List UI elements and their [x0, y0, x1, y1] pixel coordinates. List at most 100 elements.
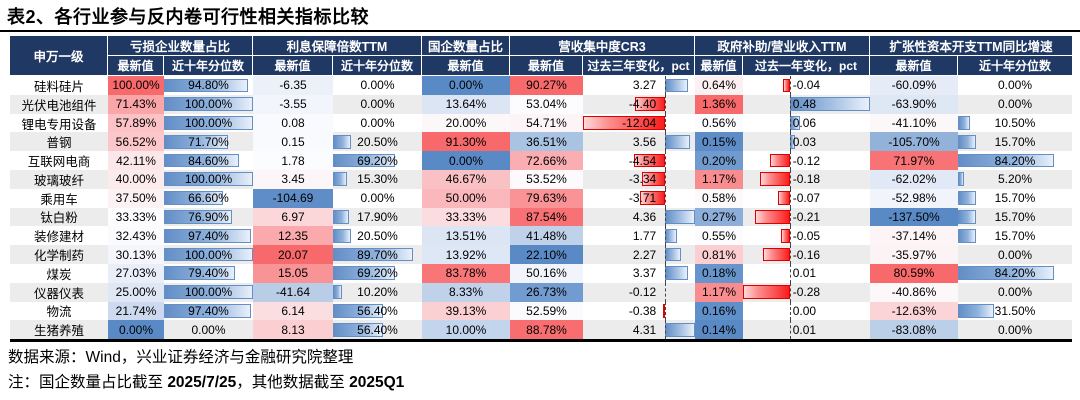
row-label: 钛白粉 — [40, 211, 78, 226]
sub-header-cr3_latest: 最新值 — [510, 56, 583, 76]
negative-change-bar — [583, 116, 666, 130]
bar-axis — [665, 301, 667, 321]
cell-value: 3.37 — [632, 266, 657, 281]
cell-soe_latest: 0.00% — [422, 151, 510, 170]
cell-interest_decile: 0.00% — [360, 97, 395, 112]
table-row: 钛白粉 33.33% 76.90% 6.97 17.90% 33.33% 87.54% 4.3… — [10, 207, 1072, 227]
table-row: 乘用车 37.50% 66.60% -104.69 0.00% 50.00% 79.63% -… — [10, 188, 1072, 208]
cell-cr3_latest: 90.27% — [510, 76, 583, 95]
group-header-5: 扩张性资本开支TTM同比增速 — [870, 36, 1072, 56]
cell-capex_decile: 5.20% — [958, 170, 1072, 189]
cell-cr3_latest: 52.59% — [510, 301, 583, 321]
sub-header-capex_latest: 最新值 — [870, 56, 958, 76]
bar-axis — [665, 76, 667, 95]
bar-axis — [665, 263, 667, 283]
cell-gov_change: 0.48 — [743, 94, 870, 114]
cell-interest_decile: 20.50% — [333, 132, 422, 151]
data-bar — [958, 153, 1054, 168]
cell-loss_latest: 42.11% — [108, 151, 164, 170]
bar-axis — [789, 151, 791, 170]
cell-soe_latest: 83.78% — [422, 263, 510, 283]
sub-header-loss_decile: 近十年分位数 — [164, 56, 253, 76]
cell-cr3_latest: 87.54% — [510, 207, 583, 227]
data-bar — [958, 116, 970, 130]
cell-cr3_change: -4.54 — [583, 151, 695, 170]
bar-axis — [665, 132, 667, 152]
data-bar — [333, 172, 347, 187]
cell-loss_decile: 79.40% — [164, 264, 253, 283]
cell-capex_latest: -62.02% — [870, 169, 958, 189]
cell-interest_decile: 0.00% — [360, 191, 395, 206]
cell-gov_latest: 1.36% — [695, 94, 743, 114]
cell-loss_latest: 32.43% — [108, 226, 164, 246]
data-bar — [958, 172, 964, 187]
bar-axis — [789, 320, 791, 340]
table-row: 锂电专用设备 57.89% 100.00% 0.08 0.00% 20.00% 54.71%… — [10, 113, 1072, 133]
negative-change-bar — [742, 285, 790, 300]
bar-axis — [789, 263, 791, 283]
data-bar — [958, 191, 976, 206]
row-label: 玻璃玻纤 — [33, 173, 84, 188]
cell-capex_decile: 0.00% — [997, 322, 1033, 337]
cell-cr3_change: 4.31 — [583, 320, 695, 340]
sub-header-gov_change: 过去一年变化，pct — [743, 56, 870, 76]
data-bar — [333, 134, 352, 149]
cell-loss_decile: 84.60% — [164, 151, 253, 170]
bar-axis — [665, 282, 667, 302]
data-bar — [164, 191, 224, 206]
row-label: 生猪养殖 — [33, 324, 84, 339]
cell-value: -4.54 — [628, 153, 657, 168]
cell-value: -3.34 — [628, 172, 657, 187]
cell-gov_latest: 0.27% — [695, 207, 743, 227]
cell-capex_decile: 0.00% — [997, 247, 1033, 262]
cell-cr3_change: -3.71 — [583, 188, 695, 208]
cell-loss_decile: 94.80% — [164, 76, 253, 95]
cell-loss_decile: 100.00% — [164, 95, 253, 114]
positive-change-bar — [665, 322, 695, 337]
cell-cr3_latest: 22.10% — [510, 245, 583, 264]
negative-change-bar — [635, 97, 666, 112]
bar-axis — [789, 245, 791, 264]
cell-loss_decile: 71.70% — [164, 132, 253, 151]
cell-gov_latest: 1.17% — [695, 282, 743, 302]
cell-value: 4.31 — [632, 322, 657, 337]
cell-interest_latest: 12.35 — [253, 226, 333, 246]
cell-gov_latest: 0.20% — [695, 151, 743, 170]
cell-capex_latest: -35.97% — [870, 245, 958, 264]
cell-gov_change: -0.05 — [743, 226, 870, 246]
cell-cr3_change: 3.37 — [583, 263, 695, 283]
cell-interest_latest: 8.13 — [253, 320, 333, 340]
cell-soe_latest: 13.51% — [422, 226, 510, 246]
cell-cr3_change: -0.12 — [583, 282, 695, 302]
cell-gov_change: 0.00 — [743, 301, 870, 321]
sub-header-interest_latest: 最新值 — [253, 56, 333, 76]
cell-soe_latest: 50.00% — [422, 188, 510, 208]
table-row: 煤炭 27.03% 79.40% 15.05 69.20% 83.78% 50.16% 3.3… — [10, 263, 1072, 283]
row-label: 硅料硅片 — [33, 79, 84, 94]
bar-axis — [789, 94, 791, 114]
row-label: 装修建材 — [33, 230, 84, 245]
data-bar — [164, 78, 249, 93]
cell-interest_latest: 1.78 — [253, 151, 333, 170]
cell-value: -0.16 — [792, 247, 821, 262]
negative-change-bar — [778, 191, 790, 206]
cell-cr3_change: 3.27 — [583, 76, 695, 95]
cell-value: -0.21 — [792, 209, 821, 224]
footnote-text: 注：国企数量占比截至 — [8, 374, 168, 391]
data-bar — [958, 304, 994, 318]
cell-capex_decile: 0.00% — [997, 97, 1033, 112]
cell-value: -0.18 — [792, 172, 821, 187]
cell-gov_latest: 0.15% — [695, 132, 743, 152]
cell-cr3_latest: 88.78% — [510, 320, 583, 340]
cell-loss_decile: 100.00% — [164, 283, 253, 302]
cell-value: -12.04 — [622, 115, 657, 130]
bar-axis — [789, 301, 791, 321]
bar-axis — [789, 132, 791, 152]
cell-cr3_latest: 36.51% — [510, 132, 583, 152]
data-bar — [164, 153, 240, 168]
table-row: 光伏电池组件 71.43% 100.00% -3.55 0.00% 13.64% 53.04… — [10, 94, 1072, 114]
industry-indicator-table: 申万一级 亏损企业数量占比 利息保障倍数TTM 国企数量占比 营收集中度CR3 政府补助/… — [10, 36, 1072, 343]
data-bar — [333, 304, 384, 318]
table-row: 互联网电商 42.11% 84.60% 1.78 69.20% 0.00% 72.66% -4… — [10, 151, 1072, 170]
cell-loss_decile: 97.40% — [164, 302, 253, 321]
